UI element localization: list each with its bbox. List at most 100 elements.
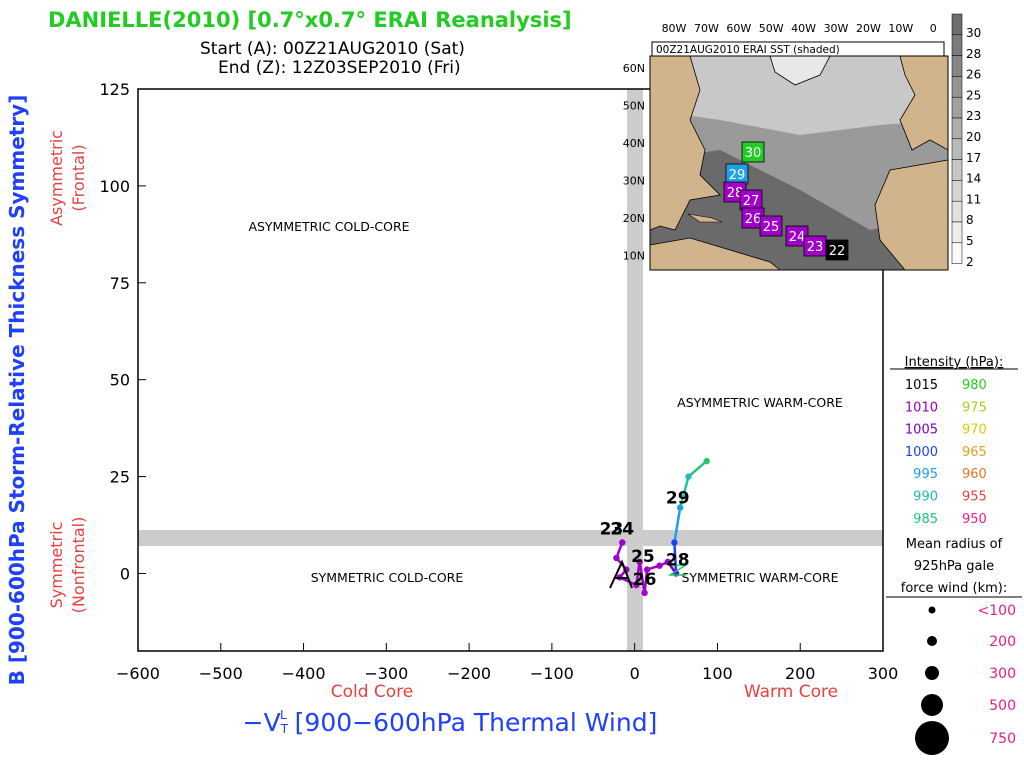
inset-lat-label: 30N	[623, 175, 645, 188]
radius-label: <100	[978, 603, 1016, 619]
track-point	[619, 539, 626, 546]
inset-lat-label: 50N	[623, 100, 645, 113]
colorbar-cell	[951, 76, 963, 98]
track-point	[641, 589, 648, 597]
legend-pressure-b: 960	[962, 467, 987, 482]
end-time: End (Z): 12Z03SEP2010 (Fri)	[218, 58, 461, 78]
track-point	[633, 581, 640, 589]
y-axis-title: B [900-600hPa Storm-Relative Thickness S…	[5, 95, 29, 686]
x-axis-title: −VTL [900−600hPa Thermal Wind]	[243, 708, 658, 737]
y-tick-label: 0	[120, 564, 130, 583]
colorbar-cell	[951, 200, 963, 223]
quadrant-sym-warm: SYMMETRIC WARM-CORE	[681, 570, 838, 585]
start-time: Start (A): 00Z21AUG2010 (Sat)	[200, 39, 465, 59]
inset-lat-label: 10N	[623, 250, 645, 263]
inset-map: 00Z21AUG2010 ERAI SST (shaded) 80W 70W 60W…	[623, 13, 981, 271]
legend-title: Intensity (hPa):	[905, 355, 1004, 370]
end-marker-z-shape	[667, 564, 689, 576]
legend-pressure-b: 970	[962, 423, 987, 438]
radius-title-1: Mean radius of	[906, 537, 1003, 552]
y-tick-label: 125	[99, 80, 130, 99]
x-axis-sub: T	[280, 722, 289, 736]
sst-colorbar: 30 28 26 25 23 20 17 14 11 8 5 2	[951, 13, 981, 269]
legend-rows: 1015 980 1010 975 1005 970 1000 965 995 960 990 955…	[905, 378, 987, 527]
colorbar-cell	[951, 138, 963, 160]
x-tick-label: 100	[702, 664, 733, 683]
track-segment	[687, 460, 708, 478]
track-segment	[673, 542, 678, 574]
colorbar-label: 17	[966, 151, 981, 165]
x-axis-ticks: −600 −500 −400 −300 −200 −100 0 100 200 300	[116, 643, 898, 683]
inset-track-box-label: 29	[729, 168, 746, 183]
inset-lon-labels: 80W 70W 60W 50W 40W 30W 20W 10W 0	[662, 22, 937, 35]
legend-pressure-a: 1010	[905, 400, 938, 415]
colorbar-label: 23	[966, 109, 981, 123]
inset-lon-label: 0	[930, 22, 937, 35]
inset-lon-label: 80W	[662, 22, 687, 35]
colorbar-cell	[951, 55, 963, 77]
legend-pressure-a: 985	[913, 512, 938, 527]
inset-track-box-label: 28	[727, 186, 744, 201]
inset-cool-water	[650, 56, 948, 135]
legend-pressure-a: 1005	[905, 423, 938, 438]
track-point	[636, 558, 643, 566]
inset-title: 00Z21AUG2010 ERAI SST (shaded)	[656, 44, 840, 56]
inset-track-box-label: 30	[745, 146, 762, 161]
legend-pressure-b: 980	[962, 378, 987, 393]
x-tick-label: −400	[282, 664, 326, 683]
inset-track-box-label: 24	[789, 230, 806, 245]
inset-title-box	[651, 41, 945, 57]
radius-dot	[928, 606, 936, 614]
inset-track-box-label: 23	[807, 240, 824, 255]
colorbar-label: 25	[966, 88, 981, 102]
inset-north-america	[649, 55, 721, 231]
inset-lon-label: 40W	[791, 22, 816, 35]
colorbar-label: 5	[966, 234, 974, 248]
y-sym-label-2: (Nonfrontal)	[69, 517, 88, 614]
colorbar-label: 20	[966, 130, 981, 144]
inset-track-box-label: 27	[743, 194, 760, 209]
inset-lon-label: 70W	[694, 22, 719, 35]
inset-lat-label: 60N	[623, 62, 645, 75]
inset-lon-label: 60W	[726, 22, 751, 35]
radius-label: 300	[989, 666, 1016, 682]
inset-warm-water	[650, 150, 948, 270]
start-marker-a-shape	[609, 559, 633, 589]
y-tick-label: 25	[110, 468, 130, 487]
chart-title: DANIELLE(2010) [0.7°x0.7° ERAI Reanalysi…	[48, 8, 572, 32]
legend-pressure-b: 955	[962, 490, 987, 505]
track-segment	[678, 476, 690, 508]
radius-dot	[915, 721, 949, 755]
inset-track-box	[741, 141, 765, 163]
radius-dot	[925, 666, 939, 680]
colorbar-cell	[951, 221, 963, 244]
colorbar-label: 30	[966, 26, 981, 40]
x-axis-title-lead: −V	[243, 708, 281, 737]
x-tick-label: 300	[868, 664, 899, 683]
y-sym-label-1: Symmetric	[47, 522, 66, 609]
inset-lat-label: 40N	[623, 137, 645, 150]
colorbar-label: 28	[966, 47, 981, 61]
x-tick-label: −600	[116, 664, 160, 683]
legend-pressure-a: 1000	[905, 445, 938, 460]
colorbar-cell	[951, 13, 963, 36]
track-day-label: 23	[600, 520, 624, 540]
y-tick-label: 75	[110, 274, 130, 293]
x-axis-title-rest: [900−600hPa Thermal Wind]	[287, 708, 658, 737]
x-tick-label: −300	[364, 664, 408, 683]
inset-track-box	[759, 215, 783, 237]
colorbar-label: 26	[966, 68, 981, 82]
legend-pressure-a: 990	[913, 490, 938, 505]
track-day-label: 24	[610, 520, 634, 540]
colorbar-cell	[951, 159, 963, 181]
track-point	[671, 539, 678, 546]
track-point	[676, 504, 684, 511]
y-tick-label: 50	[110, 371, 130, 390]
quadrant-asym-warm: ASYMMETRIC WARM-CORE	[677, 395, 843, 410]
track-segment	[643, 569, 649, 593]
inset-lon-label: 10W	[888, 22, 913, 35]
y-asym-label-1: Asymmetric	[47, 130, 66, 226]
